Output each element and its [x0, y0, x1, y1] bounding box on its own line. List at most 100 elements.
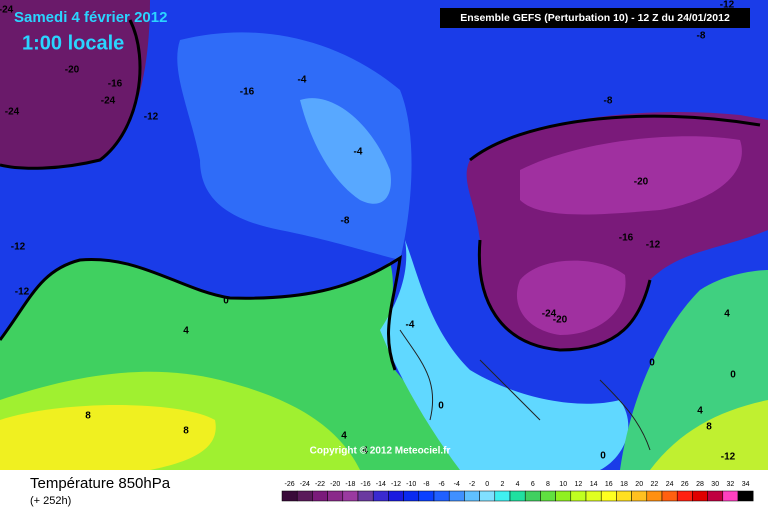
scale-swatch [600, 490, 617, 502]
contour-label: 8 [706, 422, 712, 433]
contour-label: -12 [11, 242, 26, 253]
scale-label: 24 [666, 481, 674, 488]
scale-label: -14 [376, 481, 386, 488]
contour-label: 4 [724, 309, 730, 320]
scale-label: 6 [531, 481, 535, 488]
contour-label: 4 [183, 326, 189, 337]
contour-label: -4 [406, 320, 415, 331]
scale-swatch [722, 490, 739, 502]
footer-lead: (+ 252h) [30, 495, 71, 507]
scale-label: -24 [300, 481, 310, 488]
zone-core-south [516, 260, 626, 335]
contour-label: 0 [223, 296, 229, 307]
contour-label: -24 [101, 96, 116, 107]
scale-label: 28 [696, 481, 704, 488]
scale-label: -18 [345, 481, 355, 488]
contour-label: -24 [0, 5, 14, 16]
scale-label: -26 [285, 481, 295, 488]
scale-swatch [661, 490, 678, 502]
scale-swatch [388, 490, 404, 502]
scale-swatch [676, 490, 693, 502]
contour-label: -16 [240, 87, 255, 98]
time-title: 1:00 locale [22, 32, 124, 54]
contour-label: -20 [634, 177, 649, 188]
scale-swatch [570, 490, 587, 502]
scale-label: 12 [575, 481, 583, 488]
scale-swatch [616, 490, 632, 502]
scale-label: 16 [605, 481, 613, 488]
coastlines [399, 329, 651, 451]
contour-label: 8 [183, 426, 189, 437]
scale-swatch [479, 490, 496, 502]
scale-swatch [312, 490, 328, 502]
isotherm-nw [0, 19, 142, 170]
zone-cold [177, 32, 412, 260]
contour-label: -8 [341, 216, 350, 227]
zone-cool [300, 98, 391, 204]
scale-label: 26 [681, 481, 689, 488]
color-scale: -26 -24 -22 -20 -18 -16 -14 -12 -10 -8 -6 -4 -2 0 2 4 6 8… [281, 481, 754, 502]
contour-label: -12 [720, 0, 735, 11]
scale-label: 30 [711, 481, 719, 488]
scale-swatch [464, 490, 480, 502]
scale-swatch [509, 490, 526, 502]
scale-label: -8 [423, 481, 429, 488]
contour-label: -20 [65, 65, 80, 76]
scale-swatch [692, 490, 708, 502]
contour-label: 0 [730, 370, 736, 381]
contour-label: -16 [619, 233, 634, 244]
scale-label: -2 [469, 481, 475, 488]
contour-label: 4 [362, 446, 368, 457]
contour-label: 0 [600, 451, 606, 462]
contour-label: -12 [15, 287, 30, 298]
isotherm-zero [0, 255, 402, 371]
scale-swatch [403, 490, 420, 502]
scale-label: 0 [485, 481, 489, 488]
contour-label: 8 [85, 411, 91, 422]
scale-label: 18 [620, 481, 628, 488]
scale-swatch [494, 490, 511, 502]
date-title: Samedi 4 février 2012 [14, 9, 167, 26]
scale-swatch [357, 490, 374, 502]
scale-swatch [372, 490, 389, 502]
contour-label: -24 [542, 309, 557, 320]
contour-label: -12 [144, 112, 159, 123]
zone-yellow [0, 405, 216, 470]
scale-swatch [707, 490, 724, 502]
scale-label: -16 [361, 481, 371, 488]
contour-label: -20 [553, 315, 568, 326]
isotherm-cold [469, 114, 761, 352]
contour-label: -4 [298, 75, 307, 86]
scale-label: 14 [590, 481, 598, 488]
contour-label: -12 [646, 240, 661, 251]
scale-swatch [418, 490, 435, 502]
scale-swatch [448, 490, 465, 502]
contour-label: -8 [697, 31, 706, 42]
contour-label: -8 [604, 96, 613, 107]
footer-title: Température 850hPa [30, 475, 171, 492]
contour-label: -24 [5, 107, 20, 118]
contour-label: 0 [649, 358, 655, 369]
scale-label: 34 [742, 481, 750, 488]
scale-label: 20 [635, 481, 643, 488]
scale-label: 8 [546, 481, 550, 488]
scale-swatch [631, 490, 648, 502]
scale-label: -12 [391, 481, 401, 488]
zone-light-blue [380, 240, 629, 470]
scale-swatch [433, 490, 450, 502]
scale-swatch [555, 490, 572, 502]
contour-label: 4 [341, 431, 347, 442]
scale-swatch [342, 490, 359, 502]
scale-label: -22 [315, 481, 325, 488]
scale-label: 32 [727, 481, 735, 488]
scale-label: -10 [406, 481, 416, 488]
scale-label: 22 [651, 481, 659, 488]
scale-swatch [585, 490, 602, 502]
scale-swatch [737, 490, 754, 502]
scale-label: 10 [559, 481, 567, 488]
copyright: Copyright © 2012 Meteociel.fr [310, 446, 451, 457]
contour-label: -12 [721, 452, 736, 463]
